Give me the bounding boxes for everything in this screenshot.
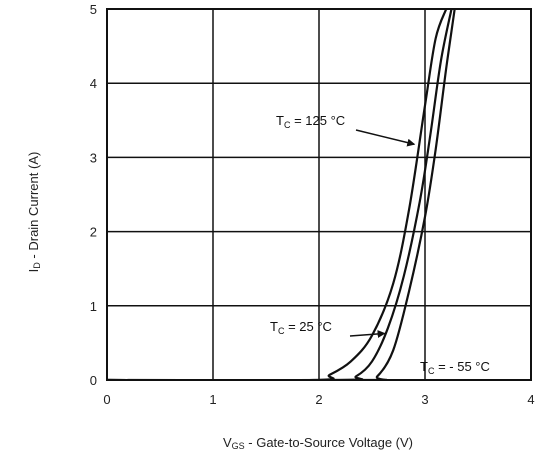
x-tick-label: 1 <box>209 392 216 407</box>
plot-frame <box>106 8 532 381</box>
y-tick-label: 4 <box>90 76 97 91</box>
annotation-prefix: T <box>276 113 284 128</box>
x-tick-label: 4 <box>527 392 534 407</box>
y-tick-labels: 0 1 2 3 4 5 <box>90 2 97 388</box>
y-tick-label: 5 <box>90 2 97 17</box>
x-axis-title-main: V <box>223 435 232 450</box>
annotation-text: = 25 °C <box>284 319 331 334</box>
annotation-prefix: T <box>270 319 278 334</box>
annotation-arrow <box>355 129 416 147</box>
y-tick-label: 0 <box>90 373 97 388</box>
annotation-subscript: C <box>284 120 291 130</box>
x-tick-labels: 0 1 2 3 4 <box>103 392 534 407</box>
y-tick-label: 3 <box>90 150 97 165</box>
y-axis-title-main: I <box>26 269 41 273</box>
x-tick-label: 2 <box>315 392 322 407</box>
x-tick-label: 3 <box>421 392 428 407</box>
annotations: TC = 125 °CTC = 25 °CTC = - 55 °C <box>270 113 490 376</box>
annotation-label: TC = 125 °C <box>276 113 345 130</box>
y-tick-label: 1 <box>90 299 97 314</box>
y-axis-title: ID - Drain Current (A) <box>26 152 42 273</box>
annotation-text: = 125 °C <box>290 113 345 128</box>
annotation-label: TC = - 55 °C <box>420 359 490 376</box>
grid <box>107 9 531 380</box>
x-tick-label: 0 <box>103 392 110 407</box>
series-line-1 <box>107 9 453 380</box>
annotation-text: = - 55 °C <box>434 359 489 374</box>
x-axis-title-sub: GS <box>232 441 245 451</box>
series-line-2 <box>107 9 456 380</box>
y-axis-title-rest: - Drain Current (A) <box>26 152 41 263</box>
annotation-prefix: T <box>420 359 428 374</box>
x-axis-title-rest: - Gate-to-Source Voltage (V) <box>245 435 413 450</box>
annotation-arrow <box>349 329 386 338</box>
annotation-label: TC = 25 °C <box>270 319 332 336</box>
annotation-subscript: C <box>278 326 285 336</box>
y-axis-title-sub: D <box>32 262 42 269</box>
annotation-subscript: C <box>428 366 435 376</box>
x-axis-title: VGS - Gate-to-Source Voltage (V) <box>223 435 413 451</box>
y-tick-label: 2 <box>90 225 97 240</box>
